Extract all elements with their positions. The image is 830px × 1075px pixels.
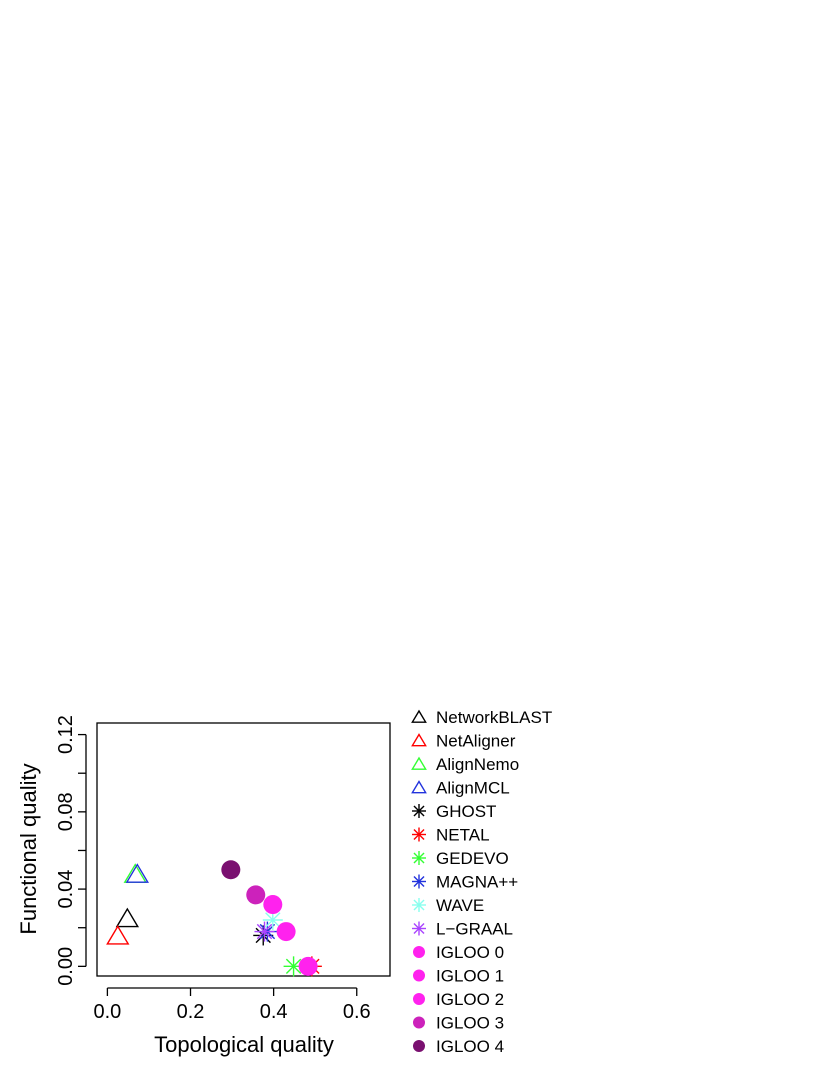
x-axis: 0.0 0.2 0.4 0.6 — [93, 987, 371, 1023]
legend-item-igloo-4: IGLOO 4 — [413, 1037, 504, 1056]
y-tick-label: 0.08 — [55, 792, 77, 831]
legend-item-alignmcl: AlignMCL — [411, 779, 510, 798]
point-igloo-1 — [276, 922, 296, 942]
point-igloo-4 — [221, 860, 241, 880]
legend-label: AlignMCL — [436, 779, 510, 798]
x-tick-label: 0.4 — [260, 1001, 288, 1023]
legend-marker-ghost — [412, 804, 426, 818]
legend-item-igloo-0: IGLOO 0 — [413, 943, 504, 962]
legend-label: L−GRAAL — [436, 920, 513, 939]
legend-item-igloo-2: IGLOO 2 — [413, 990, 504, 1009]
legend-item-ghost: GHOST — [412, 802, 496, 821]
legend-label: AlignNemo — [436, 755, 519, 774]
legend-item-alignnemo: AlignNemo — [411, 755, 519, 774]
legend-marker-netal — [412, 827, 426, 842]
legend-marker-magna — [412, 874, 426, 889]
point-netaligner — [106, 925, 130, 945]
legend-marker-alignmcl — [411, 780, 427, 794]
legend-item-networkblast: NetworkBLAST — [411, 708, 552, 727]
legend-label: NetAligner — [436, 732, 516, 751]
legend-item-magna: MAGNA++ — [412, 873, 518, 892]
x-tick-label: 0.0 — [93, 1001, 121, 1023]
legend: NetworkBLAST NetAligner AlignNemo AlignMCL G… — [411, 708, 552, 1056]
point-igloo-2 — [263, 895, 283, 915]
legend-label: IGLOO 2 — [436, 990, 504, 1009]
legend-item-igloo-3: IGLOO 3 — [413, 1014, 504, 1033]
legend-marker-networkblast — [411, 709, 427, 723]
legend-marker-igloo-3 — [413, 1016, 425, 1029]
data-points — [106, 860, 322, 977]
y-axis-title: Functional quality — [16, 763, 41, 934]
legend-marker-igloo-4 — [413, 1040, 425, 1052]
point-networkblast — [115, 907, 140, 928]
legend-label: IGLOO 4 — [436, 1037, 504, 1056]
legend-label: GEDEVO — [436, 849, 509, 868]
legend-label: WAVE — [436, 896, 484, 915]
point-gedevo — [283, 956, 304, 977]
legend-marker-alignnemo — [411, 756, 427, 770]
legend-item-igloo-1: IGLOO 1 — [413, 967, 504, 986]
x-tick-label: 0.2 — [177, 1001, 205, 1023]
y-tick-label: 0.00 — [55, 947, 77, 986]
legend-label: IGLOO 3 — [436, 1014, 504, 1033]
legend-label: IGLOO 1 — [436, 967, 504, 986]
legend-label: NetworkBLAST — [436, 708, 552, 727]
legend-label: NETAL — [436, 826, 490, 845]
y-axis: 0.00 0.04 0.08 0.12 — [55, 715, 87, 986]
y-tick-label: 0.04 — [55, 870, 77, 909]
legend-marker-gedevo — [412, 851, 426, 865]
legend-marker-igloo-1 — [413, 969, 425, 982]
legend-marker-igloo-2 — [413, 993, 425, 1005]
legend-marker-igloo-0 — [413, 946, 425, 958]
legend-label: GHOST — [436, 802, 496, 821]
x-axis-title: Topological quality — [154, 1032, 334, 1057]
legend-marker-wave — [412, 898, 426, 912]
legend-item-l-graal: L−GRAAL — [412, 920, 513, 939]
point-igloo-0 — [298, 956, 318, 976]
point-alignmcl — [125, 863, 149, 883]
legend-label: IGLOO 0 — [436, 943, 504, 962]
legend-label: MAGNA++ — [436, 873, 518, 892]
y-tick-label: 0.12 — [55, 715, 77, 754]
x-tick-label: 0.6 — [343, 1001, 371, 1023]
legend-item-wave: WAVE — [412, 896, 484, 915]
legend-marker-l-graal — [412, 921, 426, 936]
point-igloo-3 — [246, 885, 266, 905]
legend-item-netaligner: NetAligner — [411, 732, 516, 751]
legend-item-netal: NETAL — [412, 826, 490, 845]
point-l-graal — [254, 921, 275, 942]
legend-marker-netaligner — [411, 733, 427, 747]
plot-frame — [96, 722, 391, 977]
legend-item-gedevo: GEDEVO — [412, 849, 509, 868]
